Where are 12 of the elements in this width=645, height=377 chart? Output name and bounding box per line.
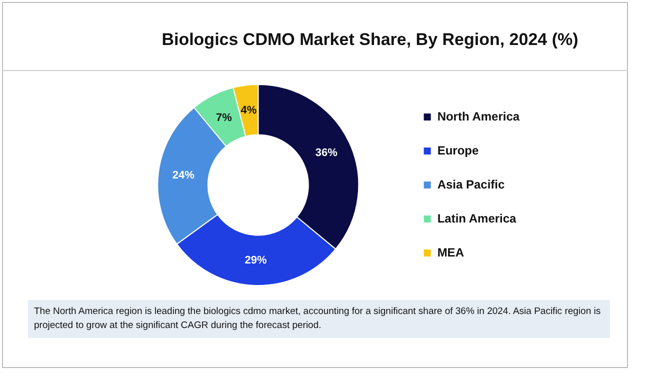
legend-label: Asia Pacific bbox=[437, 177, 506, 192]
legend-label: North America bbox=[437, 109, 520, 124]
data-label: 29% bbox=[244, 254, 268, 266]
text: The North America region is leading the biologics cdmo market, accounting for a significant share of 36% in 2024. Asia Pacific region is projected to grow at the significant CAGR during the forecast period. bbox=[28, 300, 610, 338]
data-label: 7% bbox=[216, 112, 232, 124]
legend-label: Europe bbox=[437, 143, 479, 158]
chart-title: Biologics CDMO Market Share, By Region, 2024 (%) bbox=[160, 30, 580, 50]
legend-label: Latin America bbox=[437, 211, 517, 226]
data-label: 36% bbox=[315, 146, 338, 159]
data-label: 24% bbox=[172, 170, 195, 182]
legend-label: MEA bbox=[437, 245, 464, 260]
data-label: 4% bbox=[240, 104, 257, 116]
